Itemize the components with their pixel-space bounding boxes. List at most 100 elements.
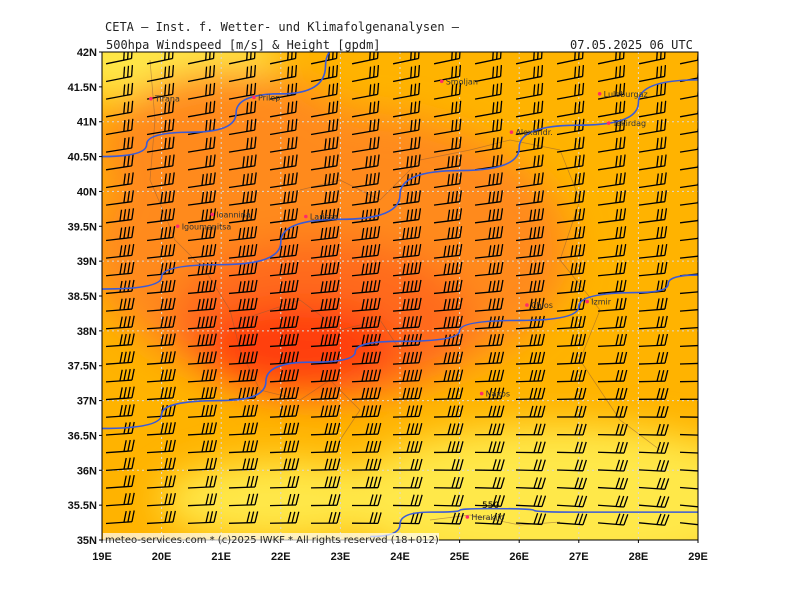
wind-barb [310, 154, 339, 171]
wind-barb [474, 297, 504, 312]
wind-barb [515, 512, 547, 526]
wind-barb [556, 477, 588, 490]
wind-barb [105, 154, 134, 171]
wind-barb [433, 82, 462, 100]
wind-barb [146, 422, 176, 436]
wind-barb [351, 405, 382, 418]
wind-barb [433, 476, 464, 489]
wind-barb [392, 244, 422, 259]
wind-barb [392, 512, 423, 525]
longitude-label: 20E [152, 551, 172, 563]
wind-barb [105, 226, 135, 242]
latitude-label: 37N [77, 396, 97, 408]
city-dot [252, 95, 256, 100]
wind-barb [679, 352, 698, 365]
wind-barb [638, 423, 669, 436]
wind-barb [515, 297, 545, 312]
city-marker: Heraklio [465, 513, 505, 522]
wind-barb [187, 386, 217, 401]
wind-barb [679, 227, 698, 242]
city-label: Naxos [486, 390, 510, 399]
wind-barb [146, 208, 176, 224]
height-contour-label: 550 [482, 501, 499, 511]
wind-barb [146, 100, 175, 118]
wind-barb [269, 315, 299, 330]
wind-barb [146, 279, 176, 295]
wind-barb [556, 65, 585, 83]
city-dot [304, 214, 308, 219]
wind-barb [228, 457, 259, 471]
wind-barb [474, 226, 504, 242]
wind-barb [187, 136, 216, 153]
wind-barb [474, 100, 503, 118]
wind-barb [392, 423, 423, 436]
city-label: Izmir [591, 298, 612, 307]
wind-barb [392, 208, 422, 224]
wind-barb [146, 154, 175, 171]
city-marker: Alexandr. [509, 128, 553, 137]
wind-barb [515, 279, 545, 295]
wind-barb [515, 351, 546, 365]
wind-barb [679, 280, 698, 295]
latitude-label: 40N [77, 186, 97, 198]
wind-barb [228, 475, 259, 489]
wind-barb [474, 441, 505, 454]
wind-barb [679, 441, 698, 455]
wind-barb [146, 368, 176, 383]
city-marker: Tirana [149, 95, 180, 104]
wind-barb [228, 244, 258, 259]
wind-barb [228, 404, 259, 418]
city-marker: Luleburgaz [597, 90, 648, 99]
wind-barb [269, 52, 297, 65]
wind-barb [392, 118, 421, 136]
wind-barb [187, 315, 217, 330]
wind-barb [433, 154, 462, 171]
wind-barb [392, 458, 423, 471]
wind-barb [597, 387, 628, 400]
wind-barb [146, 172, 175, 189]
wind-barb [392, 405, 423, 418]
wind-barb [392, 190, 421, 206]
wind-barb [474, 423, 505, 436]
latitude-label: 35.5N [68, 500, 97, 512]
latitude-label: 36.5N [68, 430, 97, 442]
latitude-label: 40.5N [68, 152, 97, 164]
wind-barb [146, 351, 176, 365]
wind-barb [105, 136, 134, 153]
wind-barb [638, 261, 668, 277]
wind-barb [392, 351, 423, 365]
wind-barb [351, 136, 380, 153]
wind-barb [351, 512, 382, 525]
wind-barb [556, 513, 588, 526]
wind-barb [269, 226, 299, 242]
wind-barb [433, 494, 464, 507]
wind-barb [269, 118, 298, 136]
city-dot [585, 299, 589, 304]
wind-barb [433, 512, 464, 525]
wind-barb [638, 226, 668, 242]
wind-barb [597, 297, 627, 312]
wind-barb [105, 82, 134, 100]
coastlines [149, 59, 661, 526]
wind-barb [105, 118, 134, 136]
wind-barb [228, 172, 257, 189]
wind-barb [187, 439, 218, 454]
wind-barb [310, 244, 340, 259]
city-dot [597, 92, 602, 96]
wind-barbs [105, 52, 698, 527]
wind-barb [310, 458, 341, 471]
wind-barb [474, 477, 505, 489]
wind-barb [310, 494, 341, 507]
wind-barb [269, 208, 299, 224]
wind-barb [228, 136, 257, 153]
city-label: Igoumenitsa [182, 222, 232, 231]
wind-barb [105, 457, 135, 472]
wind-barb [515, 441, 546, 454]
wind-barb [433, 172, 462, 189]
wind-barb [146, 297, 176, 312]
wind-barb [351, 226, 381, 242]
wind-barb [351, 52, 379, 65]
wind-barb [597, 208, 627, 224]
wind-barb [515, 423, 546, 436]
wind-barb [146, 136, 175, 153]
